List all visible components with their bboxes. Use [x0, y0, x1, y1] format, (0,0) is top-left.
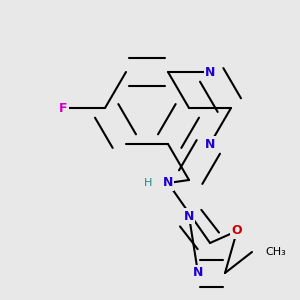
- Text: CH₃: CH₃: [266, 247, 286, 257]
- Text: O: O: [232, 224, 242, 238]
- Text: F: F: [59, 101, 67, 115]
- Text: N: N: [205, 65, 215, 79]
- Text: H: H: [144, 178, 153, 188]
- Text: N: N: [193, 266, 203, 280]
- Text: N: N: [184, 209, 194, 223]
- Text: N: N: [205, 137, 215, 151]
- Text: N: N: [163, 176, 173, 190]
